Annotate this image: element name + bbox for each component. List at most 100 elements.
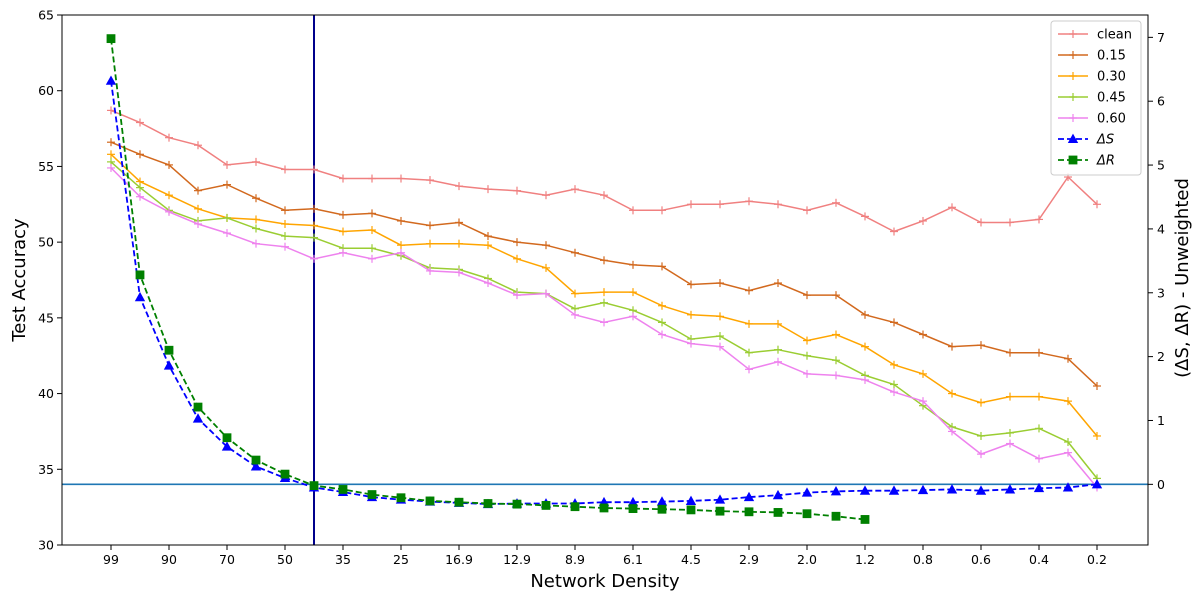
data-point (397, 248, 405, 257)
y-tick-label: 35 (38, 462, 54, 477)
legend-entry-clean: clean (1058, 28, 1132, 43)
y-tick-label: 55 (38, 159, 54, 174)
data-point (339, 210, 347, 219)
data-point (1091, 479, 1103, 489)
x-tick-label: 4.5 (681, 552, 701, 567)
data-point (455, 182, 463, 191)
data-point (861, 375, 869, 384)
data-point (107, 150, 115, 159)
series-0.15 (107, 138, 1101, 390)
data-point (339, 174, 347, 183)
x-tick-label: 0.6 (971, 552, 991, 567)
data-point (948, 389, 956, 398)
data-point (426, 176, 434, 185)
data-point (136, 150, 144, 159)
legend-label: 0.15 (1097, 49, 1126, 64)
data-point (339, 248, 347, 257)
data-point (454, 497, 464, 507)
data-point (745, 365, 753, 374)
x-tick-label: 0.8 (913, 552, 933, 567)
data-point (252, 239, 260, 248)
data-point (803, 206, 811, 215)
legend-entry-0.60: 0.60 (1058, 112, 1126, 127)
data-point (917, 484, 929, 495)
data-point (310, 233, 318, 242)
legend-marker (1069, 51, 1077, 59)
data-point (714, 494, 726, 504)
data-point (1033, 482, 1045, 493)
y2-tick-label: 4 (1157, 221, 1165, 236)
data-point (919, 397, 927, 406)
data-point (426, 266, 434, 275)
data-point (946, 484, 958, 494)
data-point (1093, 382, 1101, 390)
data-point (541, 501, 551, 510)
x-tick-label: 50 (277, 552, 293, 567)
data-point (715, 506, 725, 516)
data-point (861, 212, 869, 221)
data-point (571, 248, 579, 257)
y-tick-label: 45 (38, 310, 54, 325)
data-point (222, 433, 232, 443)
data-point (743, 491, 755, 502)
y2-tick-label: 6 (1157, 94, 1165, 109)
legend-label: 0.60 (1097, 112, 1126, 127)
data-point (1004, 484, 1016, 494)
data-point (1064, 448, 1072, 457)
legend-entry-delta_s: ΔS (1058, 133, 1114, 148)
reference-lines-layer (62, 15, 1148, 545)
data-point (657, 504, 667, 514)
data-point (658, 301, 666, 310)
y2-tick-label: 2 (1157, 349, 1165, 364)
data-point (309, 481, 319, 491)
x-tick-label: 6.1 (623, 552, 643, 567)
data-point (685, 495, 697, 505)
data-point (803, 291, 811, 300)
data-point (658, 318, 666, 327)
x-tick-label: 2.9 (739, 552, 759, 567)
x-tick-label: 2.0 (797, 552, 817, 567)
data-point (629, 288, 637, 297)
data-point (571, 310, 579, 319)
data-point (629, 260, 637, 269)
x-tick-label: 0.2 (1087, 552, 1107, 567)
legend-entry-0.45: 0.45 (1058, 91, 1126, 106)
data-point (832, 371, 840, 380)
x-axis-title: Network Density (530, 571, 680, 592)
data-point (687, 280, 695, 289)
data-point (252, 194, 260, 203)
legend-marker (1069, 114, 1077, 122)
data-point (803, 336, 811, 345)
data-point (1035, 424, 1043, 433)
data-point (368, 254, 376, 263)
x-tick-label: 0.4 (1029, 552, 1049, 567)
data-point (600, 191, 608, 200)
data-point (716, 200, 724, 209)
data-point (107, 106, 115, 115)
data-point (1064, 438, 1072, 447)
x-tick-label: 12.9 (503, 552, 531, 567)
data-point (977, 450, 985, 459)
data-point (1006, 348, 1014, 357)
data-point (774, 319, 782, 328)
series-clean (107, 106, 1101, 236)
x-tick-label: 1.2 (855, 552, 875, 567)
data-point (658, 206, 666, 215)
data-point (600, 318, 608, 327)
data-point (136, 192, 144, 201)
data-point (1093, 200, 1101, 209)
data-point (975, 485, 987, 495)
data-point (513, 238, 521, 247)
data-point (658, 330, 666, 339)
data-point (105, 75, 117, 85)
data-point (830, 486, 842, 496)
data-point (165, 191, 173, 200)
y-axis-title: Test Accuracy (9, 218, 30, 343)
data-point (1062, 482, 1074, 492)
data-point (426, 221, 434, 230)
data-point (223, 180, 231, 189)
data-point (484, 279, 492, 288)
data-point (773, 508, 783, 517)
data-point (571, 289, 579, 298)
data-point (890, 360, 898, 369)
